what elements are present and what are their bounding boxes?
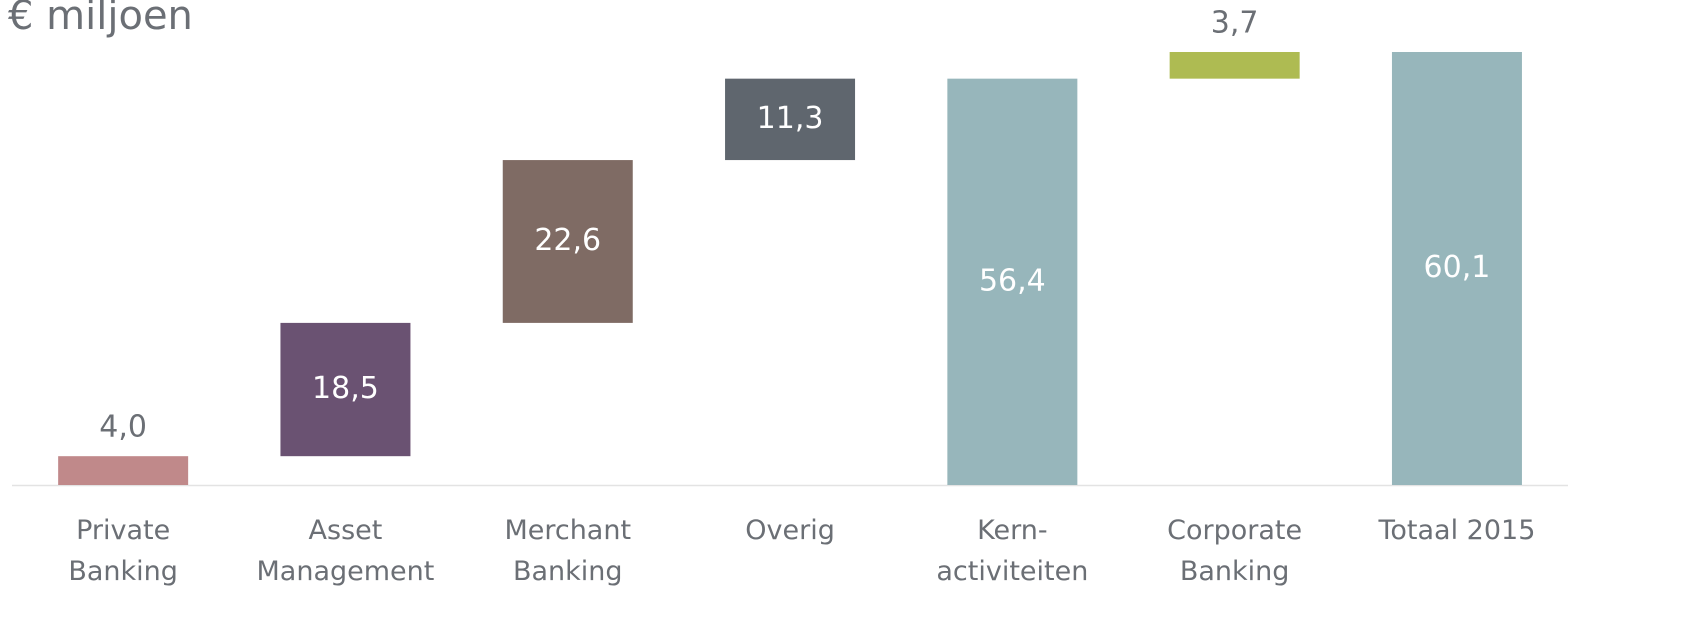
x-tick-label: Totaal 2015	[1378, 515, 1536, 546]
value-label: 60,1	[1424, 250, 1491, 285]
x-tick-label: Kern-activiteiten	[936, 515, 1089, 587]
x-tick-label: Merchant Banking	[504, 515, 632, 587]
x-tick-label: Overig	[745, 515, 835, 546]
value-label: 3,7	[1211, 6, 1259, 41]
bar	[947, 78, 1078, 486]
bar	[1391, 52, 1522, 485]
bar	[58, 456, 189, 485]
value-label: 11,3	[757, 101, 824, 136]
value-label: 18,5	[312, 371, 379, 406]
bar	[502, 160, 633, 323]
x-tick-label: Asset Management	[256, 515, 435, 587]
bar	[725, 78, 856, 161]
value-label: 56,4	[979, 263, 1046, 298]
bar	[280, 322, 411, 457]
bar	[1169, 52, 1300, 79]
value-label: 22,6	[534, 223, 601, 258]
value-label: 4,0	[99, 410, 147, 445]
x-tick-label: Private Banking	[68, 515, 178, 587]
x-tick-label: Corporate Banking	[1167, 515, 1303, 587]
unit-label: € miljoen	[8, 0, 193, 39]
